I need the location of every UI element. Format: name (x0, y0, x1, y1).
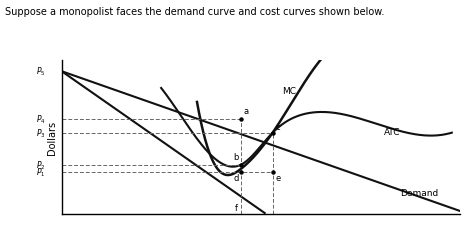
Text: a: a (244, 107, 249, 116)
Text: $P_2$: $P_2$ (36, 159, 46, 171)
Text: d: d (233, 173, 239, 182)
Text: $P_3$: $P_3$ (36, 127, 46, 139)
Text: Suppose a monopolist faces the demand curve and cost curves shown below.: Suppose a monopolist faces the demand cu… (5, 7, 384, 17)
Text: f: f (235, 203, 238, 212)
Y-axis label: Dollars: Dollars (47, 120, 57, 154)
Text: c: c (276, 123, 281, 132)
Text: $P_4$: $P_4$ (36, 113, 46, 125)
Text: Demand: Demand (400, 188, 438, 197)
Text: $P_1$: $P_1$ (36, 166, 46, 178)
Text: ATC: ATC (384, 127, 401, 136)
Text: b: b (233, 153, 239, 162)
Text: $P_5$: $P_5$ (36, 66, 46, 78)
Text: MC: MC (283, 87, 297, 96)
Text: e: e (276, 173, 281, 182)
